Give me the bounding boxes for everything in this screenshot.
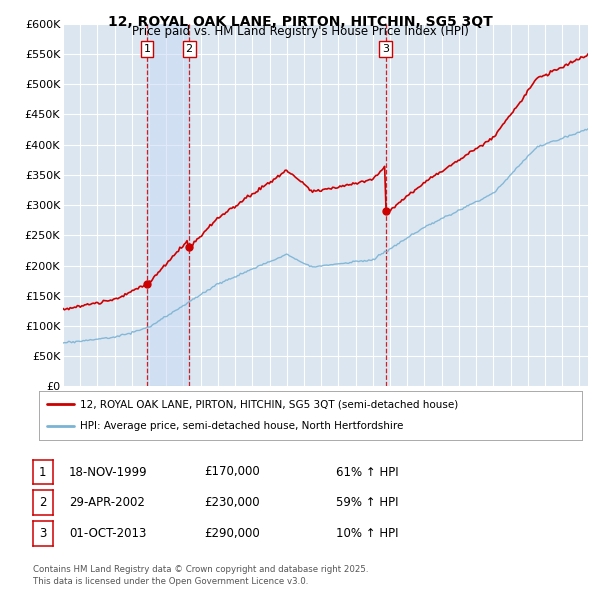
Text: 10% ↑ HPI: 10% ↑ HPI	[336, 527, 398, 540]
Text: 1: 1	[143, 44, 151, 54]
Text: 59% ↑ HPI: 59% ↑ HPI	[336, 496, 398, 509]
Text: Price paid vs. HM Land Registry's House Price Index (HPI): Price paid vs. HM Land Registry's House …	[131, 25, 469, 38]
Text: 1: 1	[39, 466, 47, 478]
Text: 2: 2	[39, 496, 47, 509]
Text: 12, ROYAL OAK LANE, PIRTON, HITCHIN, SG5 3QT: 12, ROYAL OAK LANE, PIRTON, HITCHIN, SG5…	[107, 15, 493, 29]
Text: 01-OCT-2013: 01-OCT-2013	[69, 527, 146, 540]
Text: 61% ↑ HPI: 61% ↑ HPI	[336, 466, 398, 478]
Text: 18-NOV-1999: 18-NOV-1999	[69, 466, 148, 478]
Text: HPI: Average price, semi-detached house, North Hertfordshire: HPI: Average price, semi-detached house,…	[80, 421, 403, 431]
Text: £290,000: £290,000	[204, 527, 260, 540]
Text: £170,000: £170,000	[204, 466, 260, 478]
Text: 12, ROYAL OAK LANE, PIRTON, HITCHIN, SG5 3QT (semi-detached house): 12, ROYAL OAK LANE, PIRTON, HITCHIN, SG5…	[80, 399, 458, 409]
Text: £230,000: £230,000	[204, 496, 260, 509]
Bar	[147, 24, 189, 386]
Text: 2: 2	[185, 44, 193, 54]
Text: 3: 3	[382, 44, 389, 54]
Text: 29-APR-2002: 29-APR-2002	[69, 496, 145, 509]
Text: 3: 3	[39, 527, 47, 540]
Text: Contains HM Land Registry data © Crown copyright and database right 2025.
This d: Contains HM Land Registry data © Crown c…	[33, 565, 368, 586]
